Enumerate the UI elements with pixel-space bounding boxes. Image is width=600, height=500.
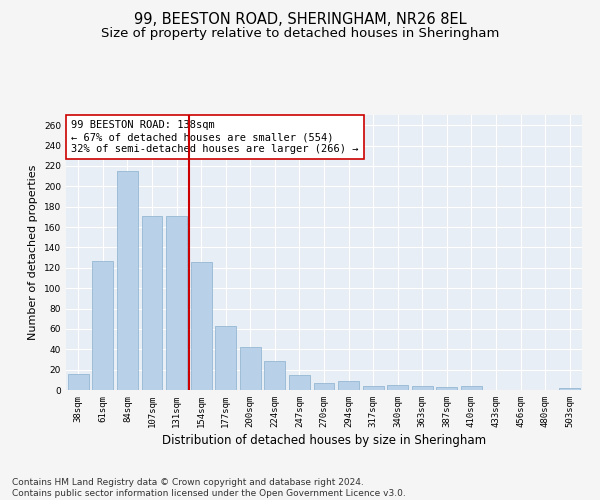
Bar <box>461 386 482 390</box>
Bar <box>215 326 236 390</box>
Bar <box>68 374 89 390</box>
Bar <box>265 362 286 390</box>
Bar <box>338 381 359 390</box>
Text: Size of property relative to detached houses in Sheringham: Size of property relative to detached ho… <box>101 28 499 40</box>
Bar <box>191 262 212 390</box>
Text: 99, BEESTON ROAD, SHERINGHAM, NR26 8EL: 99, BEESTON ROAD, SHERINGHAM, NR26 8EL <box>134 12 466 28</box>
X-axis label: Distribution of detached houses by size in Sheringham: Distribution of detached houses by size … <box>162 434 486 447</box>
Y-axis label: Number of detached properties: Number of detached properties <box>28 165 38 340</box>
Bar <box>314 383 334 390</box>
Bar <box>166 216 187 390</box>
Bar <box>117 171 138 390</box>
Bar <box>240 347 261 390</box>
Bar <box>142 216 163 390</box>
Bar <box>412 386 433 390</box>
Text: 99 BEESTON ROAD: 138sqm
← 67% of detached houses are smaller (554)
32% of semi-d: 99 BEESTON ROAD: 138sqm ← 67% of detache… <box>71 120 359 154</box>
Bar <box>436 387 457 390</box>
Text: Contains HM Land Registry data © Crown copyright and database right 2024.
Contai: Contains HM Land Registry data © Crown c… <box>12 478 406 498</box>
Bar <box>362 386 383 390</box>
Bar <box>559 388 580 390</box>
Bar <box>387 385 408 390</box>
Bar <box>92 260 113 390</box>
Bar <box>289 374 310 390</box>
